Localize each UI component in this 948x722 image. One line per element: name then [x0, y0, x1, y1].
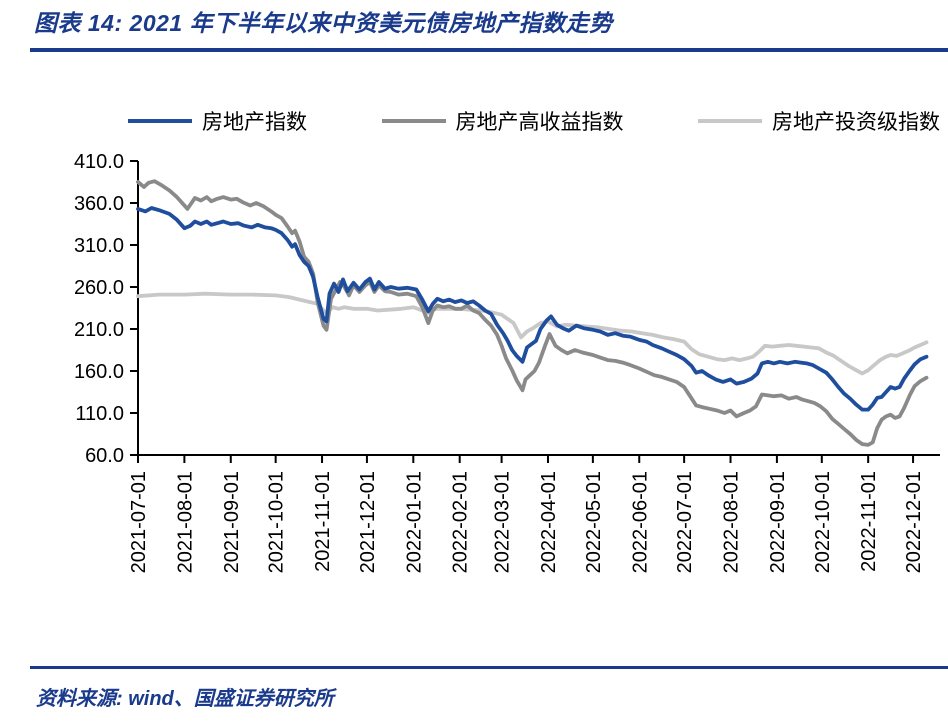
x-tick-label: 2022-11-01 [858, 471, 880, 572]
y-tick-label: 410.0 [74, 151, 124, 173]
x-tick-label: 2021-07-01 [128, 471, 150, 573]
y-tick-label: 160.0 [74, 361, 124, 383]
y-tick-label: 260.0 [74, 277, 124, 299]
legend-item-property-index: 房地产指数 [128, 106, 307, 136]
legend-item-investment-grade-index: 房地产投资级指数 [698, 106, 940, 136]
series-line-series_lightgray [136, 291, 929, 376]
x-tick-label: 2022-08-01 [721, 471, 743, 573]
legend-label: 房地产投资级指数 [772, 111, 940, 134]
y-tick-label: 60.0 [85, 445, 124, 467]
legend-label: 房地产高收益指数 [455, 111, 624, 134]
series-line-series_blue [136, 206, 929, 412]
title-divider [30, 48, 948, 52]
legend-swatch-gray-line [381, 119, 446, 123]
x-tick-label: 2022-03-01 [492, 471, 514, 573]
source-note: 资料来源: wind、国盛证券研究所 [36, 688, 334, 710]
x-tick-label: 2022-02-01 [450, 471, 472, 573]
x-tick-label: 2022-07-01 [674, 471, 696, 573]
y-tick-label: 310.0 [74, 235, 124, 257]
x-tick-label: 2021-08-01 [174, 471, 196, 573]
x-tick-label: 2022-05-01 [583, 471, 605, 573]
x-tick-label: 2021-12-01 [357, 471, 379, 573]
chart-legend: 房地产指数 房地产高收益指数 房地产投资级指数 [128, 106, 940, 136]
y-tick-label: 360.0 [74, 193, 124, 215]
x-tick-label: 2022-06-01 [629, 471, 651, 573]
x-tick-label: 2022-09-01 [767, 471, 789, 573]
x-tick-label: 2021-11-01 [312, 471, 334, 572]
x-tick-label: 2022-04-01 [538, 471, 560, 573]
legend-item-high-yield-index: 房地产高收益指数 [381, 106, 624, 136]
legend-label: 房地产指数 [202, 111, 307, 134]
x-tick-label: 2021-09-01 [221, 471, 243, 573]
series-line-series_gray [136, 179, 929, 447]
footer-divider [30, 666, 948, 669]
y-tick-label: 210.0 [74, 319, 124, 341]
legend-swatch-lightgray-line [698, 119, 762, 123]
x-tick-label: 2022-01-01 [403, 471, 425, 573]
legend-swatch-blue-line [128, 119, 192, 123]
x-tick-label: 2022-12-01 [903, 471, 925, 573]
chart-title: 图表 14: 2021 年下半年以来中资美元债房地产指数走势 [34, 10, 613, 36]
x-tick-label: 2022-10-01 [812, 471, 834, 573]
y-tick-label: 110.0 [75, 403, 124, 425]
x-tick-label: 2021-10-01 [266, 471, 288, 573]
